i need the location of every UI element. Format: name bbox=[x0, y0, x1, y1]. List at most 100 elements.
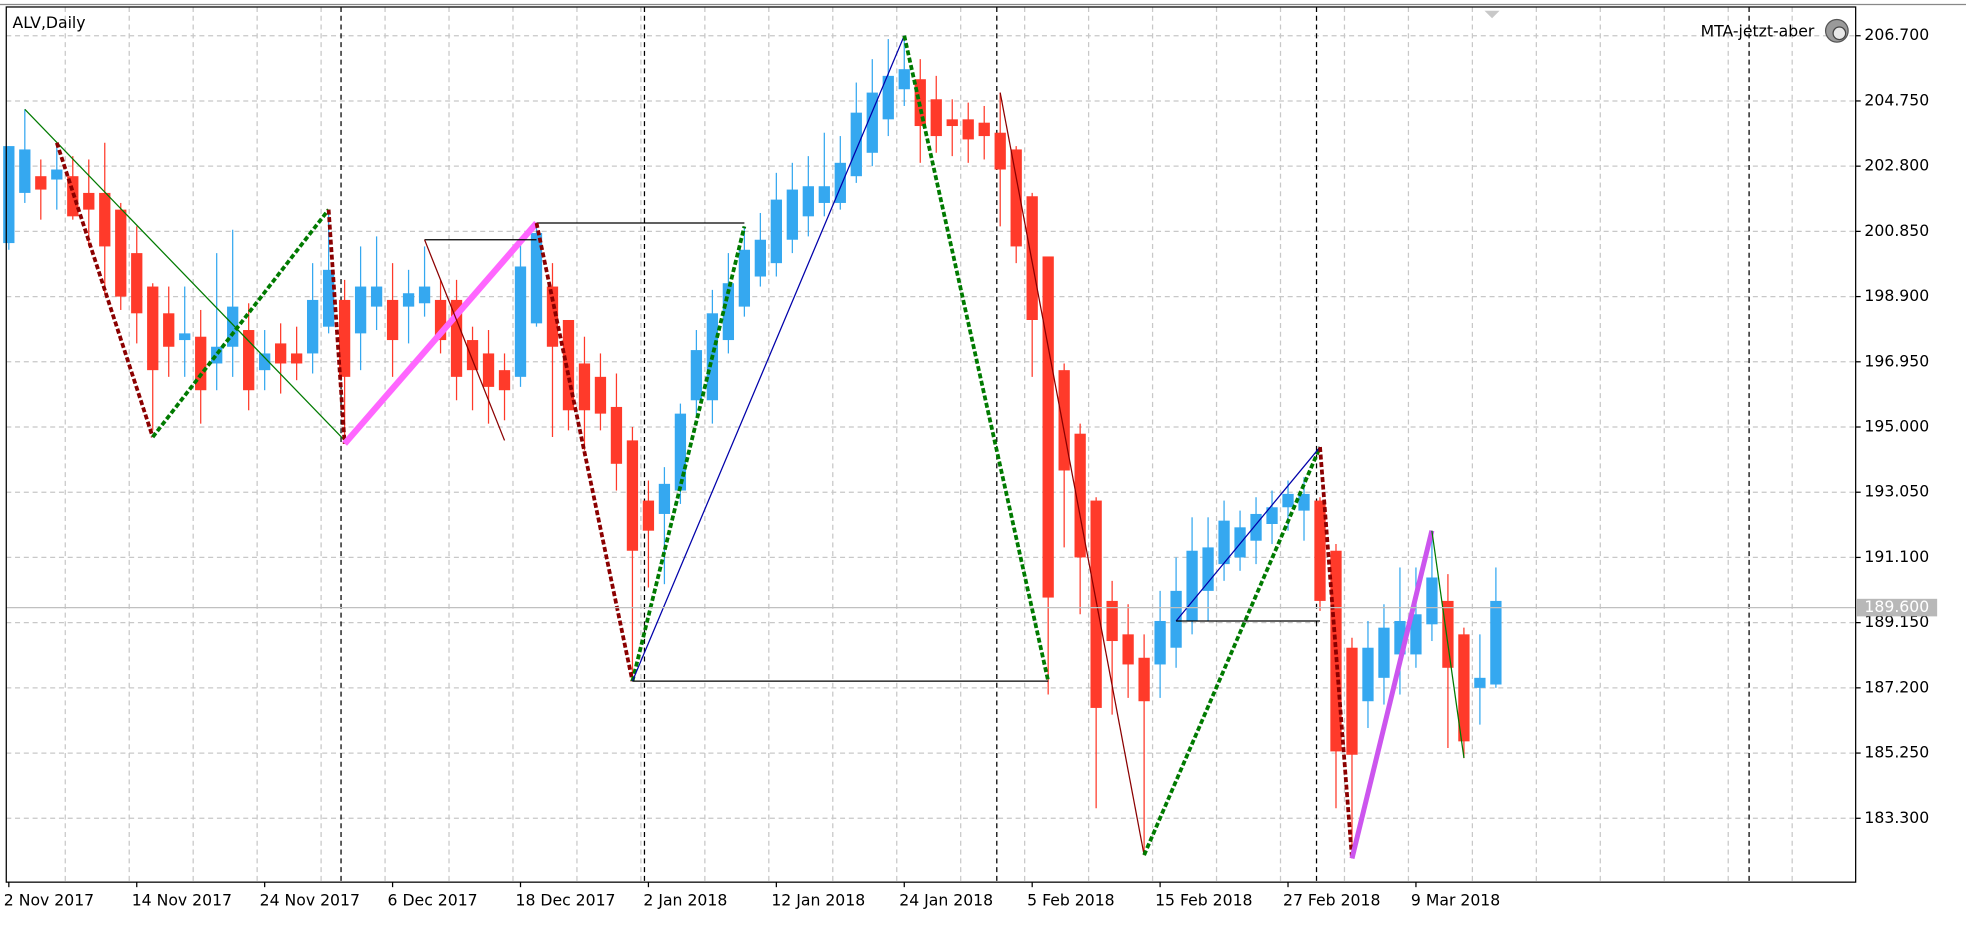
zigzag-line bbox=[534, 222, 635, 682]
candle-body bbox=[978, 122, 990, 137]
candle-body bbox=[1474, 677, 1486, 688]
y-tick-label: 206.700 bbox=[1864, 25, 1929, 44]
candle-body bbox=[402, 293, 415, 307]
current-price-label: 189.600 bbox=[1864, 597, 1929, 616]
y-tick-label: 193.050 bbox=[1864, 482, 1929, 501]
candle-body bbox=[1042, 256, 1054, 598]
period-separators bbox=[340, 6, 1750, 883]
candle-body bbox=[850, 112, 862, 177]
candle-body bbox=[306, 299, 319, 354]
x-tick-label: 18 Dec 2017 bbox=[515, 890, 615, 909]
candle-body bbox=[578, 363, 591, 411]
shift-marker bbox=[1484, 10, 1500, 19]
candle-body bbox=[275, 343, 287, 364]
candle-body bbox=[482, 353, 495, 387]
x-tick-label: 2 Jan 2018 bbox=[643, 890, 727, 909]
candle-body bbox=[562, 319, 575, 411]
x-tick-label: 5 Feb 2018 bbox=[1027, 890, 1114, 909]
candle-body bbox=[1154, 620, 1166, 665]
x-tick-label: 14 Nov 2017 bbox=[132, 890, 232, 909]
candle-body bbox=[434, 299, 447, 341]
zigzag-line bbox=[24, 108, 346, 441]
candle-body bbox=[338, 299, 351, 377]
candle-body bbox=[1266, 507, 1278, 524]
x-tick-label: 2 Nov 2017 bbox=[4, 890, 94, 909]
x-tick-label: 24 Nov 2017 bbox=[260, 890, 360, 909]
y-tick-label: 183.300 bbox=[1864, 808, 1929, 827]
zigzag-line bbox=[342, 220, 539, 446]
y-tick-label: 200.850 bbox=[1864, 221, 1929, 240]
candle-body bbox=[211, 346, 223, 364]
candle-body bbox=[1106, 600, 1118, 642]
candle-body bbox=[1362, 647, 1374, 702]
zigzag-line bbox=[1431, 530, 1465, 759]
candle-body bbox=[818, 186, 830, 203]
candle-body bbox=[674, 413, 687, 491]
candle-body bbox=[786, 189, 798, 240]
zigzag-line bbox=[423, 239, 506, 441]
x-tick-label: 15 Feb 2018 bbox=[1155, 890, 1252, 909]
candle-body bbox=[51, 169, 63, 180]
icon-inner bbox=[1832, 26, 1847, 41]
candle-body bbox=[546, 286, 559, 347]
y-tick-label: 195.000 bbox=[1864, 417, 1929, 436]
zigzag-line bbox=[55, 142, 155, 438]
zigzag-line bbox=[151, 208, 331, 439]
candle-body bbox=[498, 370, 511, 391]
candle-body bbox=[466, 340, 479, 371]
x-tick-label: 24 Jan 2018 bbox=[899, 890, 993, 909]
candle-body bbox=[386, 299, 399, 341]
candle-body bbox=[1378, 627, 1390, 678]
candle-body bbox=[147, 286, 159, 371]
candle-body bbox=[1074, 433, 1086, 558]
candle-body bbox=[1122, 634, 1134, 665]
candle-body bbox=[722, 283, 735, 341]
y-tick-label: 202.800 bbox=[1864, 156, 1929, 175]
zigzag-line bbox=[326, 209, 347, 444]
zigzag-line bbox=[1349, 530, 1435, 860]
candle-body bbox=[131, 253, 143, 314]
candle-body bbox=[1282, 493, 1294, 508]
zigzag-line bbox=[1175, 446, 1321, 622]
y-tick-label: 187.200 bbox=[1864, 677, 1929, 696]
candle-body bbox=[930, 99, 942, 137]
candle-body bbox=[514, 266, 527, 377]
candle-body bbox=[1138, 657, 1150, 702]
x-tick-label: 6 Dec 2017 bbox=[388, 890, 478, 909]
axes: 206.700 204.750 202.800 200.850 198.900 196.9… bbox=[4, 25, 1938, 909]
candle-body bbox=[243, 330, 255, 391]
chart-title: ALV,Daily bbox=[13, 13, 86, 32]
candle-body bbox=[1314, 500, 1326, 601]
candle-body bbox=[1186, 550, 1198, 621]
candle-body bbox=[1490, 600, 1502, 685]
candle-body bbox=[1026, 196, 1038, 320]
zigzag-line bbox=[902, 35, 1051, 682]
candle-body bbox=[1442, 600, 1454, 668]
zigzag-line bbox=[1142, 446, 1322, 856]
y-tick-label: 185.250 bbox=[1864, 743, 1929, 762]
y-tick-label: 198.900 bbox=[1864, 286, 1929, 305]
candle-body bbox=[259, 353, 271, 371]
zigzag-overlays bbox=[24, 35, 1465, 860]
candle-body bbox=[1234, 527, 1246, 558]
candle-body bbox=[802, 186, 814, 217]
candle-body bbox=[626, 440, 639, 551]
candle-body bbox=[1298, 493, 1310, 511]
candle-body bbox=[866, 92, 878, 153]
y-tick-label: 196.950 bbox=[1864, 351, 1929, 370]
candle-body bbox=[1202, 547, 1214, 591]
y-tick-label: 191.100 bbox=[1864, 547, 1929, 566]
candle-body bbox=[530, 233, 543, 324]
candle-body bbox=[1346, 647, 1358, 755]
candle-body bbox=[227, 306, 239, 347]
candle-body bbox=[946, 119, 958, 127]
grid bbox=[6, 6, 1856, 883]
candle-body bbox=[1426, 577, 1438, 625]
candle-body bbox=[594, 376, 607, 414]
candle-body bbox=[1010, 149, 1022, 247]
candle-body bbox=[770, 199, 782, 264]
candle-body bbox=[690, 350, 703, 401]
indicator-icon bbox=[1824, 18, 1849, 43]
